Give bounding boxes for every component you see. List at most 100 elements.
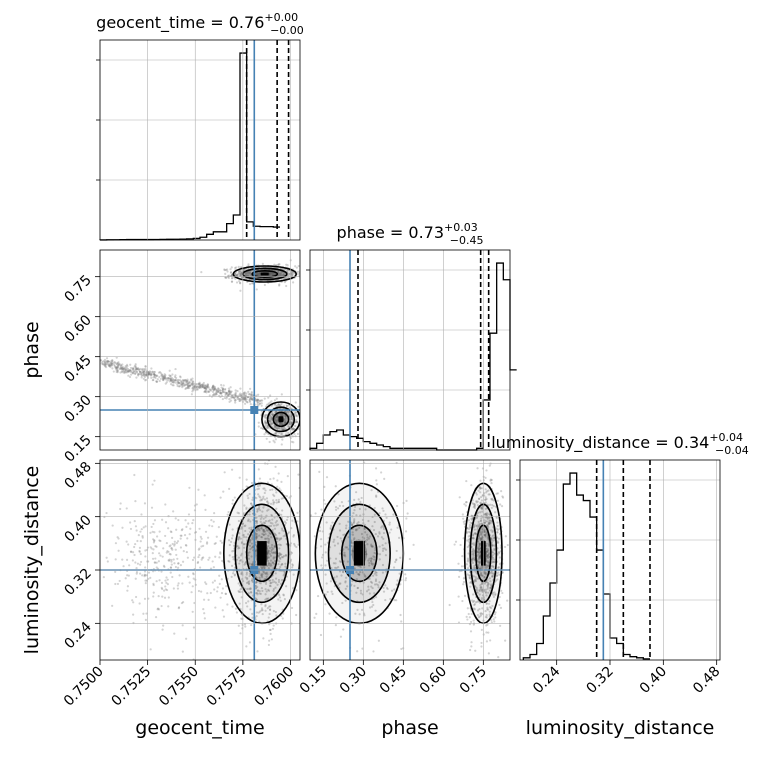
panel-title: luminosity_distance = 0.34+0.04 −0.04 [491, 431, 749, 457]
sample-point [277, 598, 280, 601]
sample-point [476, 591, 479, 595]
sample-point [264, 422, 267, 425]
sample-point [124, 371, 127, 374]
sample-point [243, 504, 246, 507]
sample-point [486, 581, 489, 584]
sample-point [233, 574, 236, 577]
sample-point [513, 540, 515, 542]
sample-point [377, 584, 380, 587]
sample-point [490, 619, 493, 622]
sample-point [196, 383, 199, 386]
sample-point [205, 387, 208, 391]
panel-content [100, 250, 300, 450]
sample-point [275, 425, 278, 428]
sample-point [478, 615, 481, 618]
sample-point [115, 362, 118, 365]
sample-point [143, 368, 146, 371]
sample-point [277, 403, 281, 407]
sample-point [476, 546, 479, 550]
sample-point [180, 384, 184, 387]
sample-point [261, 399, 264, 402]
sample-point [279, 537, 282, 541]
sample-point [275, 501, 278, 504]
sample-point [185, 383, 189, 386]
sample-point [278, 487, 281, 490]
sample-point [242, 396, 246, 400]
sample-point [103, 515, 106, 519]
sample-point [344, 576, 348, 579]
sample-point [498, 562, 502, 565]
sample-point [372, 574, 375, 577]
sample-point [244, 272, 247, 275]
sample-point [283, 427, 286, 430]
sample-point [160, 570, 163, 573]
sample-point [486, 523, 489, 526]
sample-point [258, 271, 262, 274]
sample-point [114, 558, 117, 561]
sample-point [103, 358, 107, 361]
sample-point [304, 556, 306, 558]
sample-point [272, 477, 275, 480]
sample-point [484, 609, 487, 613]
sample-point [167, 605, 170, 608]
sample-point [224, 272, 227, 275]
sample-point [370, 581, 374, 584]
sample-point [219, 391, 222, 394]
sample-point [273, 494, 276, 498]
sample-point [245, 507, 248, 511]
sample-point [144, 555, 147, 558]
sample-point [240, 527, 243, 530]
sample-point [267, 643, 270, 647]
sample-point [185, 379, 189, 383]
sample-point [156, 374, 159, 377]
sample-point [248, 282, 252, 286]
sample-point [213, 512, 216, 515]
sample-point [119, 367, 123, 370]
sample-point [142, 612, 145, 615]
sample-point [162, 375, 165, 378]
sample-point [169, 571, 172, 574]
sample-point [244, 272, 248, 275]
sample-point [178, 385, 181, 388]
sample-point [145, 373, 148, 377]
sample-point [132, 367, 135, 371]
sample-point [373, 555, 376, 559]
sample-point [367, 537, 371, 540]
sample-point [284, 415, 287, 418]
sample-point [465, 501, 468, 504]
sample-point [179, 537, 182, 540]
sample-point [203, 384, 207, 388]
sample-point [360, 496, 363, 500]
sample-point [290, 440, 293, 443]
sample-point [198, 383, 201, 386]
sample-point [115, 370, 118, 373]
sample-point [105, 361, 109, 365]
sample-point [476, 600, 479, 603]
sample-point [269, 559, 273, 562]
sample-point [247, 274, 250, 277]
sample-point [167, 376, 170, 380]
sample-point [484, 476, 487, 479]
sample-point [133, 365, 136, 368]
sample-point [205, 384, 208, 387]
sample-point [174, 381, 177, 384]
sample-point [124, 577, 127, 580]
sample-point [203, 384, 206, 387]
sample-point [182, 381, 185, 384]
sample-point [472, 566, 475, 569]
sample-point [239, 632, 242, 635]
sample-point [370, 489, 373, 492]
sample-point [201, 556, 204, 560]
sample-point [504, 639, 507, 642]
sample-point [239, 282, 242, 285]
sample-point [478, 554, 482, 558]
sample-point [268, 608, 272, 611]
sample-point [271, 272, 274, 275]
sample-point [286, 412, 289, 415]
sample-point [171, 548, 174, 551]
sample-point [473, 559, 476, 562]
sample-point [170, 563, 173, 566]
sample-point [147, 373, 150, 376]
sample-point [485, 514, 488, 517]
sample-point [119, 364, 123, 367]
